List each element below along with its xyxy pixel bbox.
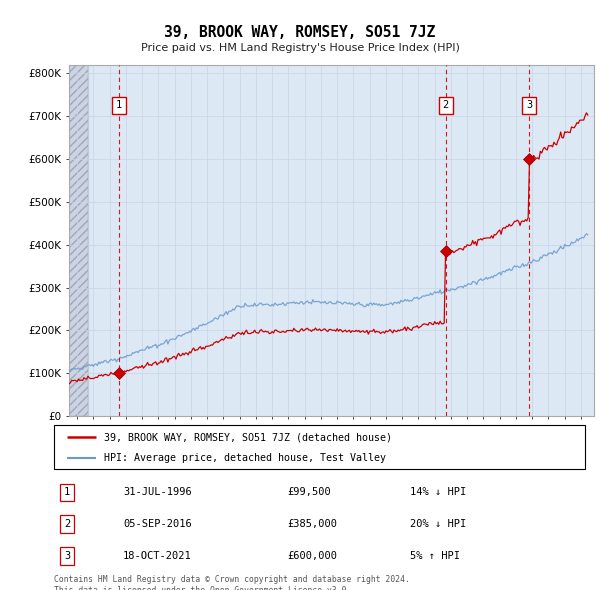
Text: 2: 2	[64, 519, 70, 529]
Text: 39, BROOK WAY, ROMSEY, SO51 7JZ: 39, BROOK WAY, ROMSEY, SO51 7JZ	[164, 25, 436, 40]
Text: 14% ↓ HPI: 14% ↓ HPI	[410, 487, 466, 497]
Bar	[69, 65, 88, 416]
Text: 3: 3	[64, 550, 70, 560]
Text: Contains HM Land Registry data © Crown copyright and database right 2024.
This d: Contains HM Land Registry data © Crown c…	[54, 575, 410, 590]
Text: Price paid vs. HM Land Registry's House Price Index (HPI): Price paid vs. HM Land Registry's House …	[140, 44, 460, 53]
Text: 1: 1	[116, 100, 122, 110]
Text: 05-SEP-2016: 05-SEP-2016	[123, 519, 192, 529]
Text: 20% ↓ HPI: 20% ↓ HPI	[410, 519, 466, 529]
Text: 2: 2	[443, 100, 449, 110]
Text: 39, BROOK WAY, ROMSEY, SO51 7JZ (detached house): 39, BROOK WAY, ROMSEY, SO51 7JZ (detache…	[104, 432, 392, 442]
Bar	[69, 65, 88, 416]
Text: £99,500: £99,500	[287, 487, 331, 497]
Text: 18-OCT-2021: 18-OCT-2021	[123, 550, 192, 560]
Text: 5% ↑ HPI: 5% ↑ HPI	[410, 550, 460, 560]
Text: 1: 1	[64, 487, 70, 497]
Text: 31-JUL-1996: 31-JUL-1996	[123, 487, 192, 497]
Text: HPI: Average price, detached house, Test Valley: HPI: Average price, detached house, Test…	[104, 453, 386, 463]
Text: £600,000: £600,000	[287, 550, 338, 560]
Text: 3: 3	[526, 100, 532, 110]
Text: £385,000: £385,000	[287, 519, 338, 529]
